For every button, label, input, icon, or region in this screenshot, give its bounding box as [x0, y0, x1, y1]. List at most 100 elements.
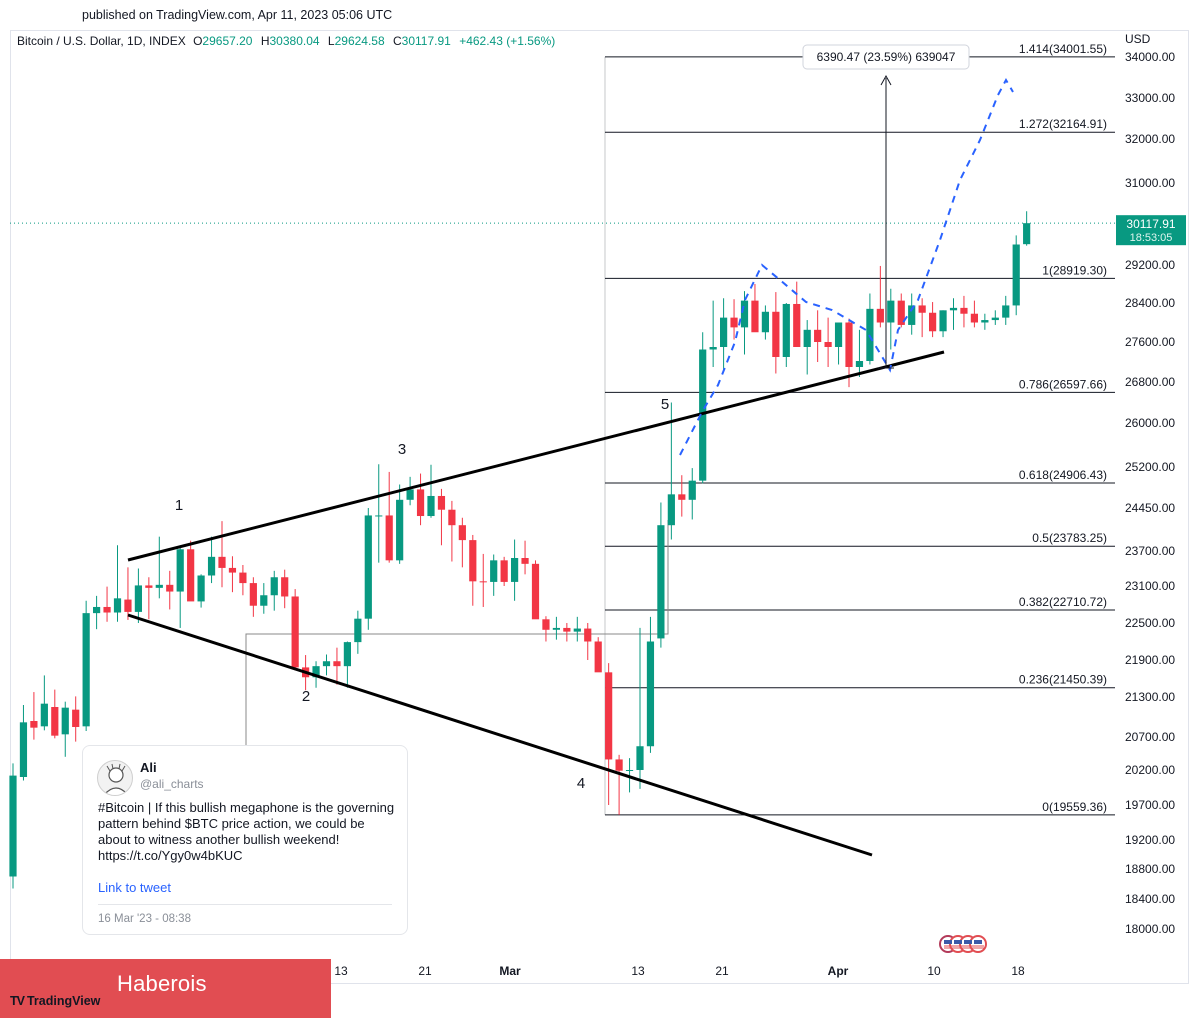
candle-up — [657, 525, 665, 639]
candle-down — [970, 313, 978, 323]
candle-down — [385, 515, 393, 561]
candle-up — [396, 499, 404, 561]
candle-down — [876, 308, 884, 323]
candle-down — [458, 525, 466, 541]
candle-down — [584, 628, 592, 642]
candle-down — [228, 567, 237, 573]
candle-down — [918, 305, 926, 313]
candle-up — [312, 666, 320, 678]
candle-up — [343, 642, 351, 667]
wave-label: 4 — [577, 775, 585, 792]
wave-label: 1 — [175, 497, 183, 514]
candle-up — [552, 627, 560, 630]
price-tick: 18800.00 — [1125, 862, 1175, 876]
candle-up — [709, 347, 717, 350]
price-tick: 22500.00 — [1125, 616, 1175, 630]
fib-label: 1.272(32164.91) — [1019, 117, 1107, 131]
candle-up — [134, 585, 142, 612]
price-tick: 19200.00 — [1125, 833, 1175, 847]
megaphone-trendlines — [127, 350, 945, 857]
fib-label: 0.786(26597.66) — [1019, 377, 1107, 391]
symbol-name: Bitcoin / U.S. Dollar, 1D, INDEX — [17, 34, 186, 48]
candle-up — [1012, 244, 1020, 306]
candle-down — [605, 672, 613, 760]
candle-down — [416, 489, 425, 517]
candle-down — [291, 596, 299, 668]
candle-down — [594, 641, 602, 673]
candle-down — [479, 581, 487, 583]
currency-label: USD — [1125, 32, 1151, 46]
candle-up — [1023, 223, 1031, 245]
watermark-text: Haberois — [117, 971, 207, 996]
price-tick: 29200.00 — [1125, 258, 1175, 272]
candle-down — [772, 311, 780, 357]
candle-down — [72, 709, 80, 727]
candle-up — [155, 584, 163, 588]
candle-down — [929, 312, 937, 332]
wave-labels: 1 2 3 4 5 — [175, 396, 669, 792]
upper-trendline — [127, 350, 945, 562]
low-value: L29624.58 — [327, 34, 385, 48]
time-tick: 21 — [418, 964, 432, 978]
candle-down — [500, 560, 508, 582]
candle-down — [30, 721, 38, 728]
candle-down — [730, 317, 738, 328]
price-tick: 26800.00 — [1125, 375, 1175, 389]
price-tick: 18000.00 — [1125, 922, 1175, 936]
candle-up — [855, 361, 864, 367]
tweet-text: #Bitcoin | If this bullish megaphone is … — [98, 800, 395, 863]
candle-up — [260, 595, 268, 606]
candle-up — [270, 577, 278, 596]
candle-up — [375, 515, 383, 517]
candle-up — [406, 489, 414, 500]
candle-up — [699, 349, 707, 481]
price-tick: 23700.00 — [1125, 544, 1175, 558]
candle-up — [354, 618, 362, 643]
candle-up — [322, 661, 331, 667]
fib-label: 0.5(23783.25) — [1032, 531, 1107, 545]
candle-up — [740, 300, 749, 328]
candle-down — [448, 509, 456, 526]
candle-down — [615, 759, 623, 771]
time-tick: 13 — [334, 964, 348, 978]
tweet-link[interactable]: Link to tweet — [98, 880, 171, 895]
tweet-date: 16 Mar '23 - 08:38 — [98, 913, 191, 925]
price-tick: 25200.00 — [1125, 460, 1175, 474]
price-tick: 23100.00 — [1125, 579, 1175, 593]
candle-down — [239, 572, 247, 584]
fib-retracement: 1.414(34001.55) 1.272(32164.91) 1(28919.30… — [604, 42, 1115, 816]
candle-up — [9, 775, 17, 877]
time-tick: 13 — [631, 964, 645, 978]
measure-arrow — [880, 74, 892, 86]
candle-down — [437, 495, 446, 510]
candle-up — [646, 641, 655, 747]
projection-dashes — [679, 77, 1014, 456]
time-tick: Apr — [828, 964, 849, 978]
high-value: H30380.04 — [260, 34, 320, 48]
tweet-card: Ali @ali_charts #Bitcoin | If this bulli… — [82, 745, 408, 935]
open-value: O29657.20 — [193, 34, 253, 48]
time-tick: 18 — [1011, 964, 1025, 978]
price-tick: 31000.00 — [1125, 176, 1175, 190]
price-tick: 34000.00 — [1125, 50, 1175, 64]
candle-up — [625, 770, 634, 771]
wave-label: 3 — [398, 441, 406, 458]
tweet-divider — [98, 904, 392, 905]
price-tick: 24450.00 — [1125, 501, 1175, 515]
close-value: C30117.91 — [393, 34, 451, 48]
price-tick: 20700.00 — [1125, 730, 1175, 744]
candle-up — [834, 322, 843, 347]
measure-box — [802, 44, 970, 70]
candle-down — [542, 619, 550, 630]
candle-down — [824, 342, 832, 347]
candle-down — [960, 307, 968, 314]
candle-up — [636, 746, 644, 770]
candle-up — [113, 598, 122, 613]
price-tag-countdown: 18:53:05 — [1130, 232, 1173, 244]
price-tick: 18400.00 — [1125, 892, 1175, 906]
price-tick: 20200.00 — [1125, 763, 1175, 777]
price-tick: 19700.00 — [1125, 798, 1175, 812]
candle-up — [511, 558, 519, 582]
candle-up — [991, 317, 999, 321]
